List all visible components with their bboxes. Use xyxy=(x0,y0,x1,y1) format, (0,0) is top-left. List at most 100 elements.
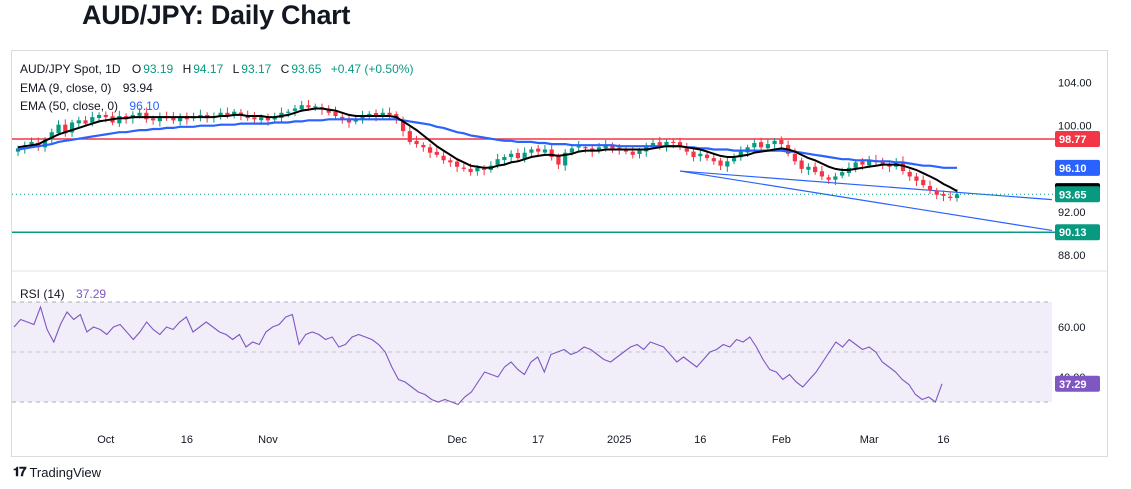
y-tick-label: 104.00 xyxy=(1058,78,1092,90)
page-title: AUD/JPY: Daily Chart xyxy=(82,0,351,30)
candle xyxy=(407,131,412,142)
y-tick-label: 92.00 xyxy=(1058,207,1086,219)
candle xyxy=(76,120,81,124)
candle xyxy=(941,193,946,196)
candle xyxy=(29,141,34,145)
candle xyxy=(144,112,149,120)
candle xyxy=(826,177,831,180)
candle xyxy=(117,116,122,124)
tradingview-brand[interactable]: 𝟏𝟕 TradingView xyxy=(13,464,101,480)
candle xyxy=(536,148,541,152)
x-tick-label: 16 xyxy=(937,434,949,446)
candle xyxy=(83,120,88,124)
candle xyxy=(698,153,703,157)
candle xyxy=(151,118,156,121)
ema9-label: EMA (9, close, 0) xyxy=(20,81,112,95)
candle xyxy=(792,153,797,162)
candle xyxy=(286,111,291,113)
legend-low-label: L xyxy=(232,62,240,76)
candle xyxy=(948,196,953,199)
tradingview-logo-icon: 𝟏𝟕 xyxy=(13,464,27,479)
rsi-value: 37.29 xyxy=(76,287,107,301)
candle xyxy=(90,117,95,123)
candle xyxy=(880,160,885,165)
candle xyxy=(380,112,385,117)
candle xyxy=(718,160,723,166)
candle xyxy=(867,160,872,166)
x-tick-label: Mar xyxy=(860,434,879,446)
legend-low: 93.17 xyxy=(241,62,272,76)
price-label-badge xyxy=(1055,131,1100,148)
price-label-text: 90.13 xyxy=(1059,227,1087,239)
candle xyxy=(677,142,683,148)
candle xyxy=(603,145,608,149)
channel-lower-line xyxy=(679,170,1053,232)
rsi-y-tick-label: 60.00 xyxy=(1058,322,1086,334)
price-label-text: 96.10 xyxy=(1059,163,1087,175)
price-label-badge xyxy=(1055,159,1100,176)
candle xyxy=(914,176,919,181)
ema9-legend: EMA (9, close, 0) 93.94 xyxy=(20,81,155,95)
candle xyxy=(954,194,960,199)
x-tick-label: 16 xyxy=(181,434,193,446)
candle xyxy=(360,116,365,121)
y-tick-label: 88.00 xyxy=(1058,250,1086,262)
legend-symbol: AUD/JPY Spot, 1D xyxy=(20,62,121,76)
y-tick-label: 100.00 xyxy=(1058,121,1092,133)
rsi-legend: RSI (14) 37.29 xyxy=(20,287,108,301)
candle xyxy=(576,146,581,148)
legend-close-label: C xyxy=(280,62,290,76)
candle xyxy=(49,132,54,139)
candle xyxy=(299,105,304,110)
candle xyxy=(583,147,588,149)
candle xyxy=(813,166,818,173)
candle xyxy=(333,111,338,117)
chart-canvas[interactable]: 104.00100.0092.0088.0060.0040.0098.7796.… xyxy=(12,51,1107,456)
chart-container[interactable]: 104.00100.0092.0088.0060.0040.0098.7796.… xyxy=(11,50,1108,457)
candle xyxy=(529,149,534,153)
legend-close: 93.65 xyxy=(291,62,322,76)
candle xyxy=(306,105,311,108)
ema50-line xyxy=(17,118,957,169)
rsi-label: RSI (14) xyxy=(20,287,65,301)
candle xyxy=(623,150,629,152)
price-label-text: 98.77 xyxy=(1059,134,1087,146)
candle xyxy=(346,119,352,123)
candle xyxy=(482,168,487,170)
candle xyxy=(63,124,68,134)
candle xyxy=(414,141,419,145)
candle xyxy=(509,153,514,158)
price-label-badge xyxy=(1055,186,1100,203)
candle xyxy=(887,165,892,167)
candle xyxy=(515,152,520,159)
candle xyxy=(772,140,777,145)
candle xyxy=(799,160,804,169)
candle xyxy=(103,114,108,118)
candle xyxy=(340,116,345,120)
candle xyxy=(907,171,912,177)
candle xyxy=(218,112,223,117)
candle xyxy=(171,117,176,121)
candle xyxy=(758,142,764,148)
candle xyxy=(704,154,710,159)
candle xyxy=(96,114,102,118)
price-label-badge xyxy=(1055,224,1100,241)
x-tick-label: 2025 xyxy=(607,434,631,446)
ema50-legend: EMA (50, close, 0) 96.10 xyxy=(20,99,161,113)
candle xyxy=(765,144,770,149)
candle xyxy=(42,139,48,148)
candle xyxy=(563,152,568,166)
candle xyxy=(934,190,939,195)
ema9-line xyxy=(17,107,958,192)
candle xyxy=(461,167,466,169)
candle xyxy=(272,117,277,120)
legend-change: +0.47 (+0.50%) xyxy=(330,62,414,76)
candle xyxy=(353,119,358,122)
candle xyxy=(637,150,642,155)
candle xyxy=(502,157,507,161)
candle xyxy=(455,161,460,167)
candle xyxy=(292,108,298,111)
x-tick-label: 17 xyxy=(532,434,544,446)
candle xyxy=(610,145,615,149)
candle xyxy=(684,148,689,152)
